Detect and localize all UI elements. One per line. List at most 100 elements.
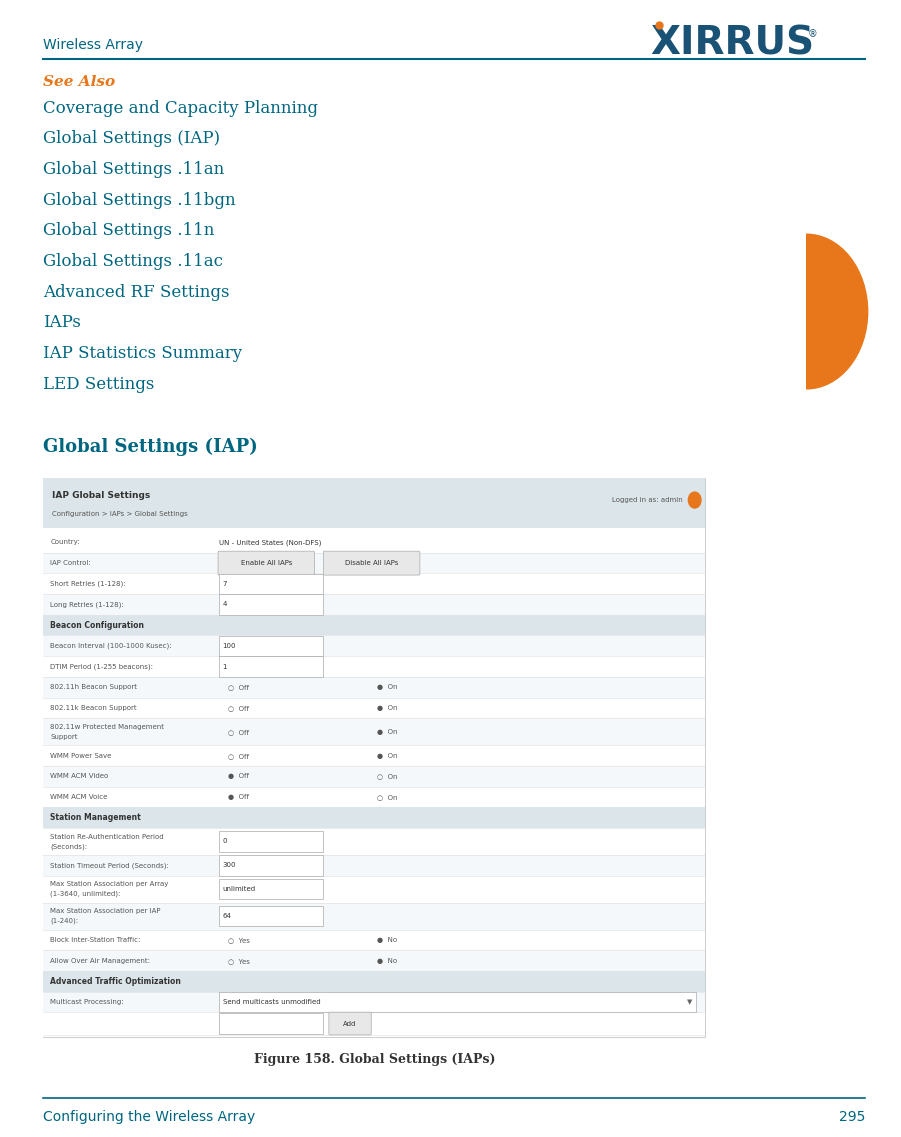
Text: Figure 158. Global Settings (IAPs): Figure 158. Global Settings (IAPs) <box>253 1053 496 1067</box>
Text: Global Settings .11n: Global Settings .11n <box>43 223 214 239</box>
Text: Advanced Traffic Optimization: Advanced Traffic Optimization <box>50 977 181 986</box>
Text: ○  Yes: ○ Yes <box>228 937 250 943</box>
Text: Max Station Association per Array: Max Station Association per Array <box>50 881 168 887</box>
Text: LED Settings: LED Settings <box>43 376 155 392</box>
Text: Add: Add <box>343 1021 357 1027</box>
FancyBboxPatch shape <box>43 855 705 875</box>
Text: Global Settings .11bgn: Global Settings .11bgn <box>43 192 236 208</box>
Text: ●  No: ● No <box>377 957 396 964</box>
Text: Support: Support <box>50 733 78 739</box>
FancyBboxPatch shape <box>323 551 420 575</box>
Text: ○  Off: ○ Off <box>228 705 249 711</box>
Text: ●  Off: ● Off <box>228 773 249 779</box>
Text: ○  On: ○ On <box>377 773 397 779</box>
Text: Enable All IAPs: Enable All IAPs <box>241 561 292 566</box>
Text: 0: 0 <box>223 838 227 845</box>
FancyBboxPatch shape <box>43 615 705 636</box>
Text: ●  Off: ● Off <box>228 794 249 800</box>
FancyBboxPatch shape <box>329 1012 371 1035</box>
Text: ○  Off: ○ Off <box>228 753 249 758</box>
FancyBboxPatch shape <box>219 879 323 899</box>
FancyBboxPatch shape <box>43 719 705 745</box>
FancyBboxPatch shape <box>219 595 323 615</box>
Text: Allow Over Air Management:: Allow Over Air Management: <box>50 957 150 964</box>
Text: unlimited: unlimited <box>223 886 256 893</box>
FancyBboxPatch shape <box>43 595 705 615</box>
Text: Global Settings (IAP): Global Settings (IAP) <box>43 131 221 147</box>
Text: Logged in as: admin: Logged in as: admin <box>612 497 683 503</box>
Text: 295: 295 <box>839 1110 865 1123</box>
FancyBboxPatch shape <box>219 831 323 852</box>
FancyBboxPatch shape <box>43 636 705 656</box>
Text: 1: 1 <box>223 664 227 670</box>
Text: Wireless Array: Wireless Array <box>43 39 143 52</box>
Text: (1-240):: (1-240): <box>50 918 78 924</box>
FancyBboxPatch shape <box>43 478 705 1037</box>
Text: IAP Control:: IAP Control: <box>50 561 91 566</box>
FancyBboxPatch shape <box>43 553 705 573</box>
Text: 64: 64 <box>223 913 232 919</box>
FancyBboxPatch shape <box>43 677 705 697</box>
Text: XIRRUS: XIRRUS <box>651 24 815 63</box>
Text: WMM ACM Video: WMM ACM Video <box>50 773 109 779</box>
Text: See Also: See Also <box>43 75 115 89</box>
FancyBboxPatch shape <box>218 551 314 575</box>
Text: Beacon Interval (100-1000 Kusec):: Beacon Interval (100-1000 Kusec): <box>50 642 172 649</box>
Text: Configuring the Wireless Array: Configuring the Wireless Array <box>43 1110 256 1123</box>
FancyBboxPatch shape <box>219 906 323 927</box>
Text: ●  On: ● On <box>377 684 397 690</box>
Text: WMM ACM Voice: WMM ACM Voice <box>50 794 108 800</box>
FancyBboxPatch shape <box>43 807 705 828</box>
Text: Global Settings .11ac: Global Settings .11ac <box>43 254 223 269</box>
Text: (Seconds):: (Seconds): <box>50 843 87 849</box>
Text: Station Management: Station Management <box>50 813 141 822</box>
Text: (1-3640, unlimited):: (1-3640, unlimited): <box>50 890 121 897</box>
Text: 802.11h Beacon Support: 802.11h Beacon Support <box>50 684 138 690</box>
Text: Block Inter-Station Traffic:: Block Inter-Station Traffic: <box>50 937 141 943</box>
Text: Global Settings .11an: Global Settings .11an <box>43 161 224 177</box>
Text: Country:: Country: <box>50 539 80 546</box>
Text: Station Timeout Period (Seconds):: Station Timeout Period (Seconds): <box>50 862 169 869</box>
Text: ▼: ▼ <box>687 999 692 1005</box>
FancyBboxPatch shape <box>219 1013 323 1034</box>
Text: 802.11k Beacon Support: 802.11k Beacon Support <box>50 705 137 711</box>
Text: 300: 300 <box>223 862 236 869</box>
Text: 7: 7 <box>223 581 227 587</box>
Text: ●  On: ● On <box>377 753 397 758</box>
Text: Station Re-Authentication Period: Station Re-Authentication Period <box>50 833 164 839</box>
Text: Coverage and Capacity Planning: Coverage and Capacity Planning <box>43 100 318 116</box>
Text: Long Retries (1-128):: Long Retries (1-128): <box>50 601 124 608</box>
FancyBboxPatch shape <box>219 636 323 656</box>
Text: Multicast Processing:: Multicast Processing: <box>50 999 124 1005</box>
Text: Global Settings (IAP): Global Settings (IAP) <box>43 438 258 456</box>
Text: ○  Off: ○ Off <box>228 729 249 735</box>
FancyBboxPatch shape <box>43 991 705 1012</box>
Text: UN - United States (Non-DFS): UN - United States (Non-DFS) <box>219 539 322 546</box>
Circle shape <box>688 492 701 508</box>
FancyBboxPatch shape <box>219 855 323 875</box>
FancyBboxPatch shape <box>43 903 705 930</box>
Text: 4: 4 <box>223 601 227 607</box>
FancyBboxPatch shape <box>43 971 705 991</box>
Text: Advanced RF Settings: Advanced RF Settings <box>43 284 230 300</box>
Text: 802.11w Protected Management: 802.11w Protected Management <box>50 724 165 730</box>
Text: Max Station Association per IAP: Max Station Association per IAP <box>50 908 161 914</box>
Text: WMM Power Save: WMM Power Save <box>50 753 112 758</box>
Text: IAP Statistics Summary: IAP Statistics Summary <box>43 346 242 362</box>
Text: ○  Off: ○ Off <box>228 684 249 690</box>
Text: ●  On: ● On <box>377 729 397 735</box>
Text: Short Retries (1-128):: Short Retries (1-128): <box>50 581 126 587</box>
Text: Configuration > IAPs > Global Settings: Configuration > IAPs > Global Settings <box>52 511 188 516</box>
Text: IAP Global Settings: IAP Global Settings <box>52 490 150 499</box>
FancyBboxPatch shape <box>219 656 323 677</box>
Text: Send multicasts unmodified: Send multicasts unmodified <box>223 999 320 1005</box>
FancyBboxPatch shape <box>43 766 705 787</box>
Text: ●  No: ● No <box>377 937 396 943</box>
FancyBboxPatch shape <box>744 233 806 390</box>
FancyBboxPatch shape <box>43 951 705 971</box>
Text: 100: 100 <box>223 642 236 649</box>
FancyBboxPatch shape <box>219 991 696 1012</box>
Text: IAPs: IAPs <box>43 315 81 331</box>
Text: ●  On: ● On <box>377 705 397 711</box>
Text: Disable All IAPs: Disable All IAPs <box>345 561 398 566</box>
